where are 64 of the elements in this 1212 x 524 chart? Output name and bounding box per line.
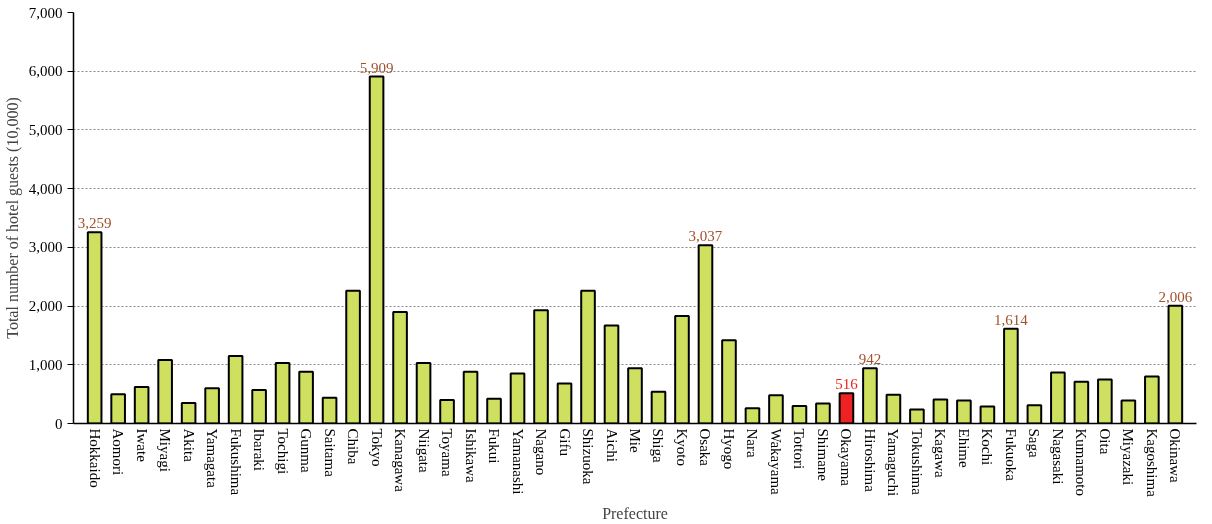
x-tick-label: Aichi bbox=[603, 428, 620, 462]
x-tick-label: Nagasaki bbox=[1049, 428, 1066, 485]
x-tick-label: Iwate bbox=[133, 428, 150, 463]
x-tick-label: Tokyo bbox=[368, 428, 385, 467]
x-tick-label: Kumamoto bbox=[1073, 428, 1090, 496]
x-tick-label: Saitama bbox=[321, 428, 338, 478]
x-tick-label: Fukui bbox=[486, 428, 503, 464]
x-tick-label: Mie bbox=[627, 428, 643, 453]
x-tick-label: Shizuoka bbox=[580, 428, 597, 485]
x-tick-label: Okinawa bbox=[1167, 428, 1184, 483]
x-tick-label: Kagawa bbox=[932, 428, 949, 478]
y-tick-label: 2,000 bbox=[28, 298, 63, 315]
x-tick-label: Aomori bbox=[110, 428, 127, 476]
x-tick-label: Toyama bbox=[439, 428, 456, 477]
y-tick-label: 3,000 bbox=[28, 239, 63, 256]
x-tick-label: Tochigi bbox=[274, 428, 291, 475]
x-tick-label: Osaka bbox=[697, 428, 714, 467]
x-tick-label: Kyoto bbox=[673, 428, 690, 466]
x-tick-label: Yamanashi bbox=[509, 428, 526, 495]
y-tick-label: 7,000 bbox=[28, 4, 63, 21]
y-tick-label: 4,000 bbox=[28, 180, 63, 197]
y-tick-label: 1,000 bbox=[28, 356, 63, 373]
y-axis-title: Total number of hotel guests (10,000) bbox=[3, 97, 22, 339]
data-label: 3,037 bbox=[688, 228, 723, 245]
x-tick-label: Tottori bbox=[791, 428, 808, 470]
x-tick-label: Gifu bbox=[556, 428, 573, 457]
y-tick-label: 6,000 bbox=[28, 63, 63, 80]
x-tick-label: Shiga bbox=[650, 428, 667, 464]
x-tick-label: Saga bbox=[1026, 428, 1043, 458]
data-label: 5,909 bbox=[359, 59, 394, 76]
x-tick-label: Gunma bbox=[298, 428, 315, 473]
y-tick-label: 5,000 bbox=[28, 121, 63, 138]
x-tick-label: Niigata bbox=[415, 428, 432, 473]
x-tick-label: Hyogo bbox=[720, 428, 737, 470]
x-tick-label: Tokushima bbox=[908, 428, 925, 496]
data-label: 516 bbox=[835, 376, 859, 393]
x-tick-label: Kagoshima bbox=[1143, 428, 1160, 498]
x-tick-label: Kanagawa bbox=[392, 428, 409, 493]
x-tick-label: Shimane bbox=[814, 428, 831, 482]
x-tick-label: Yamaguchi bbox=[885, 428, 902, 497]
x-tick-label: Yamagata bbox=[204, 428, 221, 489]
y-tick-label: 0 bbox=[55, 415, 63, 432]
x-tick-label: Fukushima bbox=[227, 428, 244, 496]
x-tick-label: Ibaraki bbox=[251, 428, 268, 471]
x-tick-label: Okayama bbox=[838, 428, 855, 487]
data-label: 942 bbox=[858, 351, 882, 368]
data-label: 3,259 bbox=[77, 215, 112, 232]
x-tick-label: Fukuoka bbox=[1002, 428, 1019, 482]
x-tick-label: Nara bbox=[744, 428, 761, 458]
x-tick-label: Hokkaido bbox=[86, 428, 103, 488]
data-label: 2,006 bbox=[1158, 288, 1193, 305]
x-tick-label: Hiroshima bbox=[861, 428, 878, 493]
x-tick-label: Oita bbox=[1096, 428, 1113, 455]
x-tick-label: Miyazaki bbox=[1120, 428, 1137, 486]
x-tick-label: Kochi bbox=[979, 428, 996, 466]
x-tick-label: Wakayama bbox=[767, 428, 784, 496]
x-tick-label: Ehime bbox=[955, 428, 972, 468]
x-tick-label: Nagano bbox=[533, 428, 550, 476]
x-axis-title: Prefecture bbox=[602, 504, 668, 522]
x-tick-label: Miyagi bbox=[157, 428, 174, 472]
data-label: 1,614 bbox=[994, 311, 1029, 328]
x-tick-label: Ishikawa bbox=[462, 428, 479, 483]
x-tick-label: Akita bbox=[180, 428, 197, 463]
x-tick-label: Chiba bbox=[345, 428, 362, 465]
